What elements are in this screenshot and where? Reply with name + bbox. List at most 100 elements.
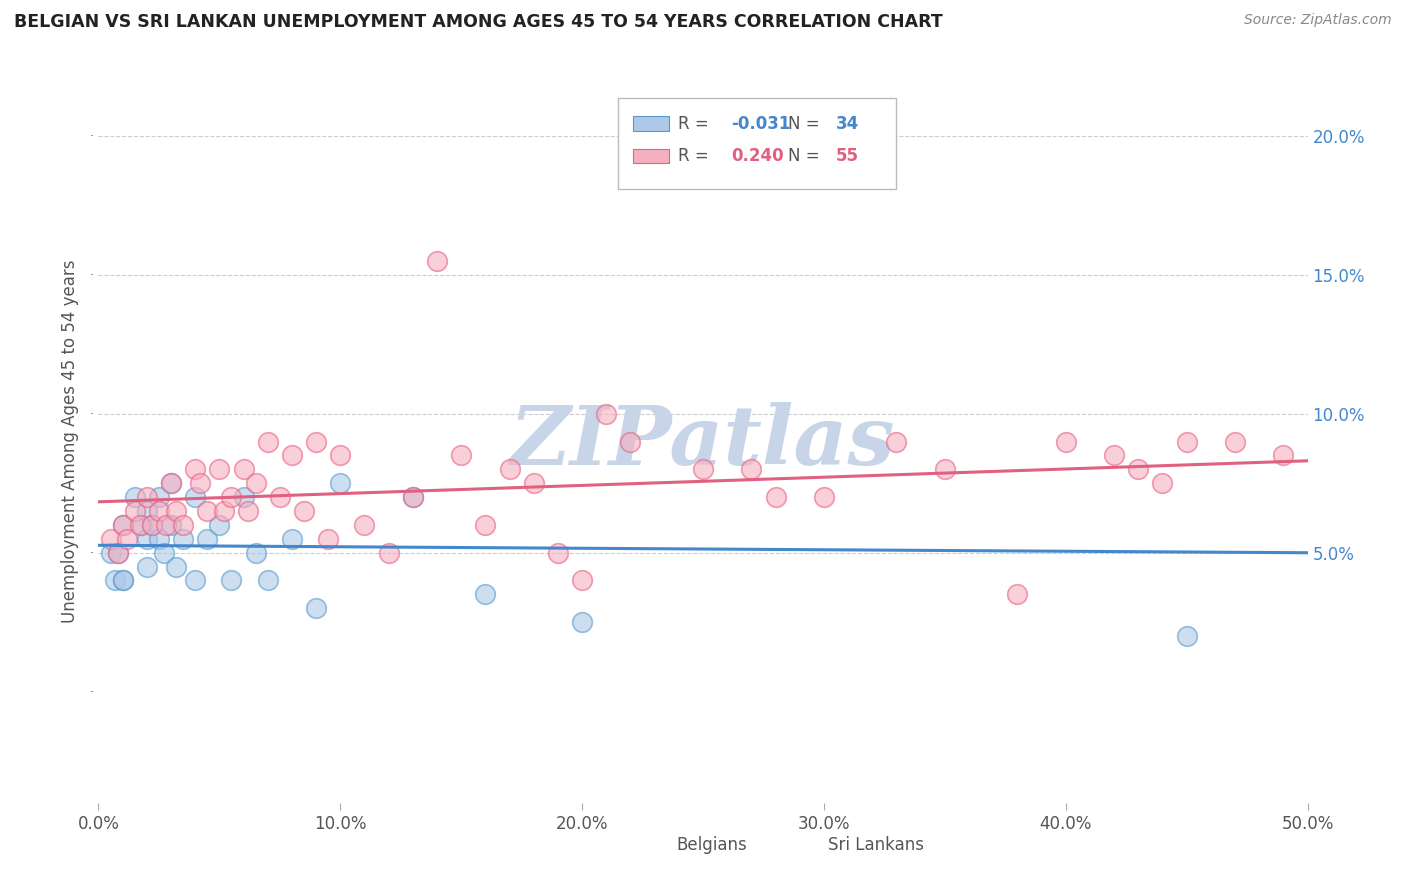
Text: Belgians: Belgians <box>676 837 747 855</box>
Point <box>498 462 520 476</box>
Point <box>813 490 835 504</box>
Text: Sri Lankans: Sri Lankans <box>828 837 924 855</box>
Point <box>740 462 762 476</box>
Point <box>135 490 157 504</box>
Point <box>269 490 291 504</box>
Point <box>172 517 194 532</box>
Point <box>135 504 157 518</box>
FancyBboxPatch shape <box>633 117 669 131</box>
FancyBboxPatch shape <box>630 837 668 855</box>
Point <box>188 476 211 491</box>
Point <box>111 574 134 588</box>
Point <box>1102 449 1125 463</box>
Text: Source: ZipAtlas.com: Source: ZipAtlas.com <box>1244 13 1392 28</box>
Text: 34: 34 <box>837 115 859 133</box>
Point <box>124 490 146 504</box>
Point <box>316 532 339 546</box>
Point <box>402 490 425 504</box>
Point <box>426 253 449 268</box>
Point <box>547 546 569 560</box>
Point <box>155 517 177 532</box>
Point <box>886 434 908 449</box>
Point <box>256 574 278 588</box>
Point <box>135 532 157 546</box>
Point <box>329 476 352 491</box>
Point <box>619 434 641 449</box>
FancyBboxPatch shape <box>619 98 897 189</box>
Point <box>281 449 304 463</box>
Point <box>765 490 787 504</box>
Point <box>292 504 315 518</box>
Point <box>474 587 496 601</box>
Point <box>232 490 254 504</box>
Point <box>523 476 546 491</box>
Point <box>256 434 278 449</box>
Point <box>1152 476 1174 491</box>
Point <box>281 532 304 546</box>
Point <box>1272 449 1295 463</box>
Point <box>353 517 375 532</box>
Point <box>131 517 153 532</box>
Point <box>195 504 218 518</box>
Point <box>1223 434 1246 449</box>
Point <box>111 517 134 532</box>
Point <box>100 546 122 560</box>
Point <box>245 476 267 491</box>
Point <box>117 532 139 546</box>
Point <box>184 490 207 504</box>
Point <box>141 517 163 532</box>
Point <box>1007 587 1029 601</box>
Point <box>934 462 956 476</box>
Point <box>135 559 157 574</box>
Point <box>148 532 170 546</box>
Point <box>402 490 425 504</box>
Point <box>245 546 267 560</box>
Point <box>232 462 254 476</box>
Point <box>172 532 194 546</box>
Point <box>148 490 170 504</box>
Point <box>124 504 146 518</box>
Point <box>195 532 218 546</box>
Point <box>238 504 260 518</box>
Point <box>329 449 352 463</box>
Point <box>571 574 593 588</box>
Point <box>208 462 231 476</box>
Point <box>1054 434 1077 449</box>
Text: BELGIAN VS SRI LANKAN UNEMPLOYMENT AMONG AGES 45 TO 54 YEARS CORRELATION CHART: BELGIAN VS SRI LANKAN UNEMPLOYMENT AMONG… <box>14 13 943 31</box>
Point <box>571 615 593 630</box>
Point <box>160 476 183 491</box>
Point <box>474 517 496 532</box>
Point <box>1175 434 1198 449</box>
Text: ZIPatlas: ZIPatlas <box>510 401 896 482</box>
Text: 55: 55 <box>837 147 859 165</box>
Point <box>160 517 183 532</box>
Point <box>692 462 714 476</box>
Point <box>152 546 174 560</box>
Point <box>212 504 235 518</box>
Point <box>107 546 129 560</box>
Point <box>128 517 150 532</box>
FancyBboxPatch shape <box>633 149 669 163</box>
Text: N =: N = <box>787 147 824 165</box>
FancyBboxPatch shape <box>780 837 820 855</box>
Point <box>107 546 129 560</box>
Point <box>165 559 187 574</box>
Text: -0.031: -0.031 <box>731 115 790 133</box>
Point <box>305 434 328 449</box>
Y-axis label: Unemployment Among Ages 45 to 54 years: Unemployment Among Ages 45 to 54 years <box>62 260 79 624</box>
Point <box>111 517 134 532</box>
Point <box>377 546 399 560</box>
Text: R =: R = <box>678 115 714 133</box>
Point <box>221 490 243 504</box>
Point <box>1175 629 1198 643</box>
Point <box>165 504 187 518</box>
Point <box>208 517 231 532</box>
Point <box>111 574 134 588</box>
Point <box>184 462 207 476</box>
Point <box>100 532 122 546</box>
Point <box>160 476 183 491</box>
Point <box>148 504 170 518</box>
Point <box>104 574 127 588</box>
Point <box>450 449 472 463</box>
Text: N =: N = <box>787 115 824 133</box>
